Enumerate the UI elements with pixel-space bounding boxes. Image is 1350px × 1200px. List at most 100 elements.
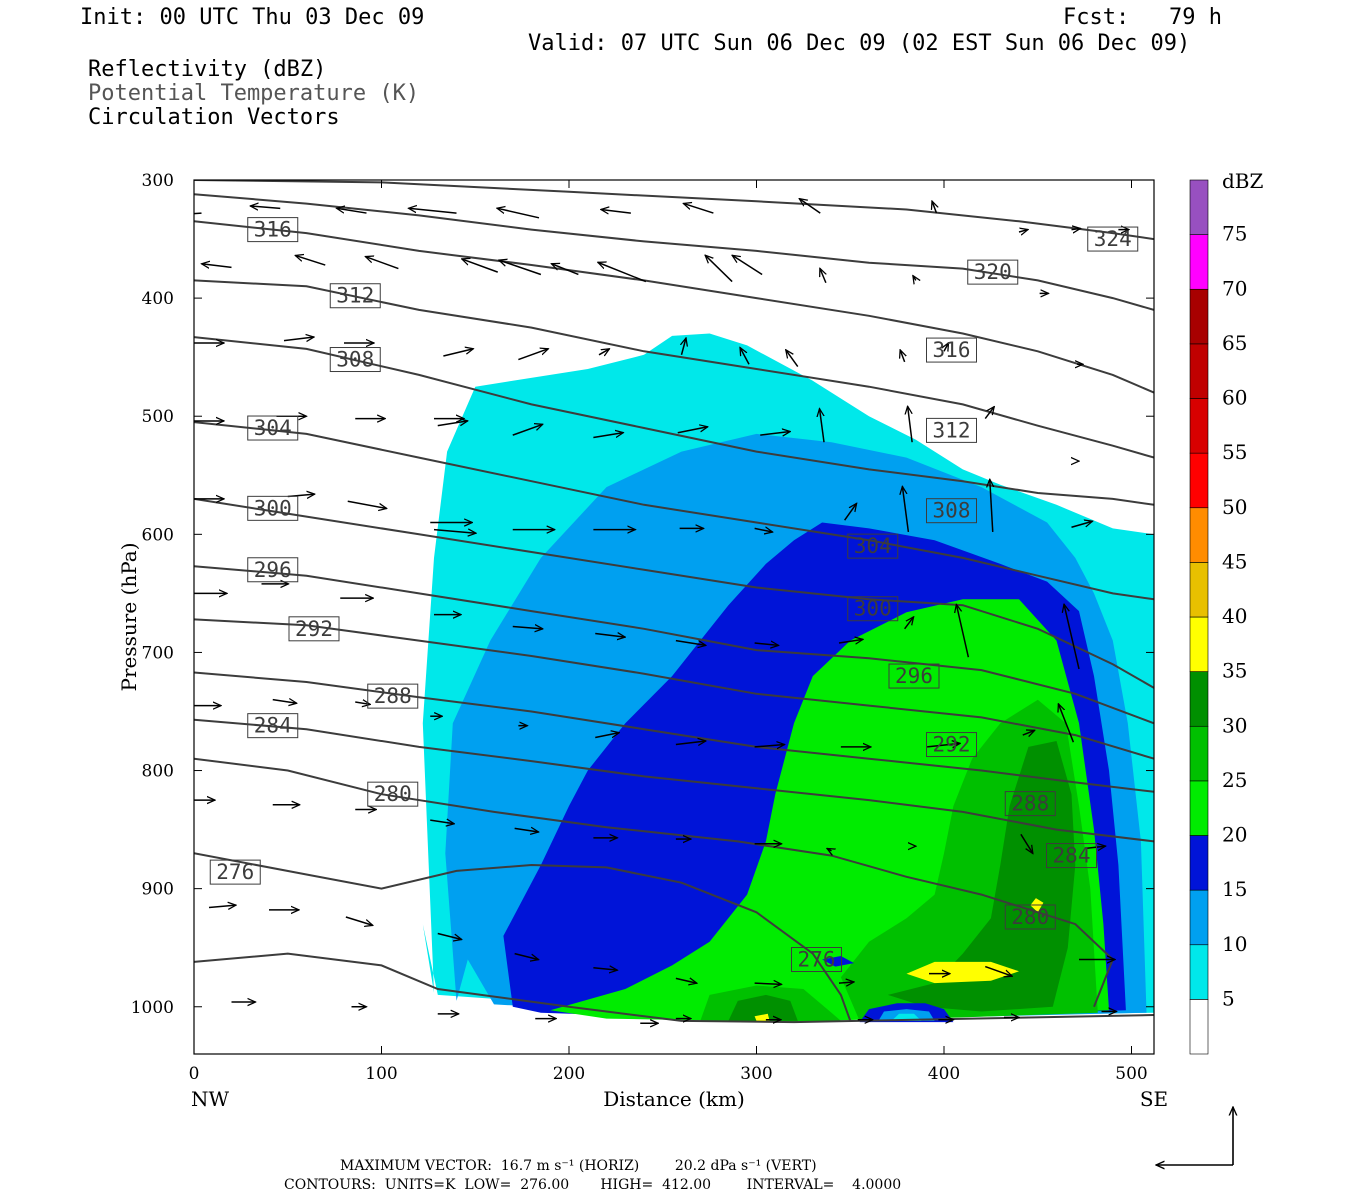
contour-label-box (247, 713, 299, 739)
y-tick-label: 600 (142, 525, 174, 545)
reflectivity-region-35 (754, 1013, 770, 1021)
contour-label: 280 (1011, 905, 1049, 929)
colorbar-swatch (1189, 452, 1209, 509)
contour-label-box (1087, 226, 1139, 252)
circulation-vector (345, 916, 373, 925)
contour-label-box (1004, 904, 1056, 930)
colorbar-label: 60 (1222, 386, 1247, 410)
x-tick-label: 200 (553, 1064, 585, 1084)
circulation-vector (944, 343, 949, 351)
contour-label-box (1046, 843, 1097, 869)
contour-label-box (926, 417, 977, 443)
theta-contour-320 (194, 193, 1154, 311)
field-potential-temperature: Potential Temperature (K) (88, 81, 420, 106)
colorbar-label: 25 (1222, 768, 1247, 792)
circulation-vector (740, 347, 750, 365)
contour-label: 292 (933, 733, 971, 757)
circulation-vector (732, 255, 763, 276)
circulation-vector (595, 733, 619, 738)
contour-label-box (367, 683, 419, 709)
theta-contour-324 (194, 180, 1154, 241)
circulation-vector (499, 260, 542, 276)
circulation-vector (902, 486, 910, 533)
contour-label-box (247, 557, 299, 583)
theta-contour-308 (194, 336, 1154, 506)
contour-label: 296 (895, 664, 933, 688)
contour-label: 284 (254, 714, 292, 738)
circulation-vector (514, 952, 539, 960)
circulation-vector (900, 350, 905, 363)
x-axis-label: Distance (km) (603, 1087, 745, 1111)
circulation-vector (512, 424, 543, 436)
circulation-vector (593, 433, 623, 439)
circulation-vector (337, 208, 367, 214)
colorbar-swatch (1189, 234, 1209, 290)
contour-label: 276 (798, 948, 836, 972)
circulation-vector (437, 421, 468, 427)
colorbar-title: dBZ (1222, 169, 1264, 193)
contour-label: 280 (374, 782, 412, 806)
circulation-vector (908, 406, 913, 443)
y-tick-label: 800 (142, 762, 174, 782)
max-vector-note: MAXIMUM VECTOR: 16.7 m s⁻¹ (HORIZ) 20.2 … (340, 1158, 817, 1174)
x-tick-label: 100 (365, 1064, 397, 1084)
contour-label-box (367, 781, 419, 807)
colorbar-swatch (1189, 507, 1209, 563)
circulation-vector (1058, 704, 1075, 743)
circulation-vector (754, 745, 785, 747)
colorbar-label: 70 (1222, 276, 1247, 300)
colorbar-label: 35 (1222, 659, 1247, 683)
colorbar-label: 30 (1222, 713, 1247, 737)
contour-label: 312 (933, 418, 971, 442)
circulation-vector (754, 643, 779, 645)
contour-label: 300 (254, 496, 292, 520)
circulation-vector (551, 264, 579, 276)
theta-contour-312 (194, 279, 1154, 459)
colorbar-swatch (1189, 671, 1209, 727)
y-tick-label: 1000 (131, 998, 174, 1018)
circulation-vector (283, 337, 314, 341)
colorbar-swatch (1189, 616, 1209, 672)
contour-label-box (247, 495, 299, 521)
circulation-vector (1071, 521, 1093, 528)
contour-label-box (247, 217, 299, 243)
y-tick-label: 400 (142, 289, 174, 309)
circulation-vector (202, 264, 232, 268)
colorbar-swatch (1189, 780, 1209, 836)
contour-label-box (926, 732, 977, 758)
contour-label-box (247, 415, 299, 441)
circulation-vectors (194, 199, 1129, 1024)
circulation-vector (675, 741, 706, 745)
colorbar-label: 5 (1222, 986, 1235, 1010)
circulation-vector (433, 530, 476, 534)
circulation-vector (462, 259, 499, 273)
circulation-vector (295, 255, 326, 266)
contour-label-box (288, 616, 340, 642)
contour-label: 304 (854, 534, 892, 558)
contour-label-box (967, 259, 1019, 285)
contour-label: 300 (854, 597, 892, 621)
theta-contour-304 (194, 421, 1154, 601)
contour-label-box (926, 498, 977, 524)
contour-label: 316 (254, 218, 292, 242)
contour-label: 312 (336, 284, 374, 308)
circulation-vector (595, 634, 625, 638)
colorbar-swatch (1189, 725, 1209, 782)
circulation-vector (675, 978, 697, 983)
contour-label: 320 (974, 260, 1012, 284)
forecast-hour: Fcst: 79 h (1063, 5, 1222, 30)
circulation-vector (194, 212, 202, 215)
reflectivity-region-30 (887, 741, 1076, 1012)
contour-label: 276 (216, 860, 254, 884)
colorbar-swatch (1189, 562, 1209, 618)
circulation-vector (927, 743, 960, 747)
reflectivity-region-30 (728, 994, 798, 1021)
circulation-vector (514, 828, 539, 832)
contour-label: 304 (254, 416, 292, 440)
circulation-vector (683, 203, 714, 214)
plot-frame (193, 179, 1155, 1055)
circulation-vector (437, 932, 462, 940)
colorbar-label: 75 (1222, 222, 1247, 246)
circulation-vector (913, 276, 916, 281)
